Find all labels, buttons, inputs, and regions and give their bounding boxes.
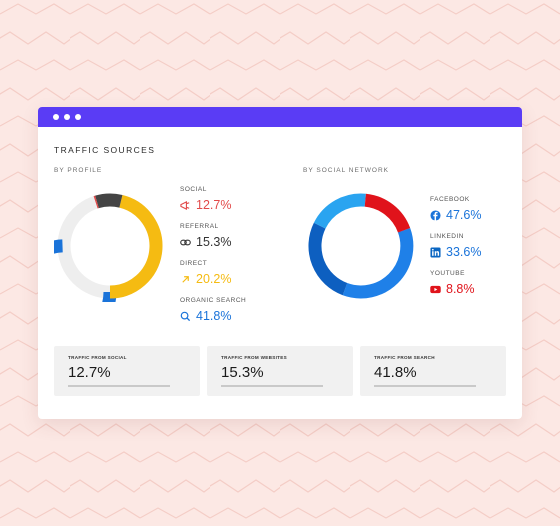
search-icon — [180, 311, 191, 321]
window-dot[interactable] — [64, 114, 70, 120]
legend-value: 12.7% — [196, 198, 232, 212]
legend-label: YOUTUBE — [430, 270, 465, 277]
legend-label: ORGANIC SEARCH — [180, 297, 247, 304]
legend-item-youtube[interactable]: YOUTUBE 8.8% — [430, 270, 481, 296]
linkedin-icon — [430, 246, 441, 258]
stat-card-websites[interactable]: TRAFFIC FROM WEBSITES 15.3% — [207, 346, 353, 396]
social-section-label: BY SOCIAL NETWORK — [303, 167, 389, 174]
stat-card-search[interactable]: TRAFFIC FROM SEARCH 41.8% — [360, 346, 506, 396]
donut-segment-youtube[interactable] — [364, 193, 411, 233]
legend-label: FACEBOOK — [430, 196, 470, 203]
window-dot[interactable] — [53, 114, 59, 120]
donut-segment-other[interactable] — [313, 193, 366, 229]
legend-label: LINKEDIN — [430, 233, 464, 240]
donut-segment-facebook[interactable] — [342, 227, 414, 299]
arrow-up-right-icon — [182, 275, 189, 283]
legend-value: 33.6% — [446, 245, 482, 259]
legend-item-direct[interactable]: DIRECT 20.2% — [180, 260, 246, 286]
link-icon — [180, 239, 191, 245]
window-titlebar — [38, 107, 522, 127]
social-donut-chart — [308, 193, 414, 299]
card-progress-bar — [221, 385, 323, 387]
legend-label: REFERRAL — [180, 223, 219, 230]
donut-segment-linkedin[interactable] — [308, 222, 348, 296]
profile-donut-chart — [54, 193, 163, 302]
profile-section-label: BY PROFILE — [54, 167, 103, 174]
card-label: TRAFFIC FROM WEBSITES — [221, 355, 288, 360]
donut-segment-referral[interactable] — [95, 193, 123, 209]
facebook-icon — [430, 209, 441, 221]
social-legend: FACEBOOK 47.6% LINKEDIN 33.6% — [430, 196, 481, 307]
legend-item-referral[interactable]: REFERRAL 15.3% — [180, 223, 246, 249]
megaphone-icon — [180, 200, 190, 210]
card-label: TRAFFIC FROM SOCIAL — [68, 355, 127, 360]
legend-item-social[interactable]: SOCIAL 12.7% — [180, 186, 246, 212]
legend-item-linkedin[interactable]: LINKEDIN 33.6% — [430, 233, 481, 259]
legend-label: DIRECT — [180, 260, 208, 267]
card-value: 12.7% — [68, 364, 111, 381]
legend-label: SOCIAL — [180, 186, 207, 193]
card-progress-bar — [374, 385, 476, 387]
legend-value: 41.8% — [196, 309, 232, 323]
card-label: TRAFFIC FROM SEARCH — [374, 355, 435, 360]
profile-legend: SOCIAL 12.7% REFERRAL 15.3% DIRECT — [180, 186, 246, 334]
card-progress-bar — [68, 385, 170, 387]
donut-segment-direct[interactable] — [109, 194, 163, 299]
legend-value: 15.3% — [196, 235, 232, 249]
legend-value: 20.2% — [196, 272, 232, 286]
youtube-icon — [430, 285, 441, 293]
legend-value: 47.6% — [446, 208, 482, 222]
card-value: 15.3% — [221, 364, 264, 381]
app-window: TRAFFIC SOURCES BY PROFILE BY SOCIAL NET… — [38, 107, 522, 419]
stat-card-social[interactable]: TRAFFIC FROM SOCIAL 12.7% — [54, 346, 200, 396]
window-dot[interactable] — [75, 114, 81, 120]
card-value: 41.8% — [374, 364, 417, 381]
page-title: TRAFFIC SOURCES — [54, 145, 156, 155]
legend-value: 8.8% — [446, 282, 475, 296]
legend-item-organic-search[interactable]: ORGANIC SEARCH 41.8% — [180, 297, 246, 323]
legend-item-facebook[interactable]: FACEBOOK 47.6% — [430, 196, 481, 222]
